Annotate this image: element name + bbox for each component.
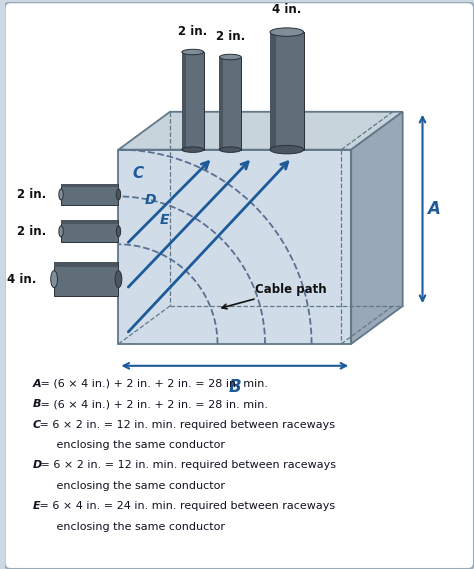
Polygon shape [118, 112, 403, 150]
Polygon shape [61, 184, 118, 187]
Text: Cable path: Cable path [222, 283, 327, 309]
Polygon shape [270, 32, 276, 150]
Text: 2 in.: 2 in. [216, 30, 245, 43]
Polygon shape [61, 220, 118, 242]
Polygon shape [61, 184, 118, 205]
Text: 4 in.: 4 in. [7, 273, 36, 286]
Text: E: E [160, 213, 170, 228]
Ellipse shape [115, 271, 122, 287]
Ellipse shape [182, 147, 204, 152]
Polygon shape [351, 112, 403, 344]
Polygon shape [61, 220, 118, 224]
Text: 2 in.: 2 in. [178, 25, 207, 38]
Text: D: D [32, 460, 42, 471]
Text: 2 in.: 2 in. [17, 225, 46, 238]
Text: B: B [228, 378, 241, 396]
Ellipse shape [59, 189, 63, 200]
Polygon shape [182, 52, 204, 150]
Polygon shape [54, 262, 118, 267]
Ellipse shape [182, 50, 204, 55]
Polygon shape [270, 32, 304, 150]
Ellipse shape [51, 271, 57, 287]
Text: 2 in.: 2 in. [17, 188, 46, 201]
Text: = (6 × 4 in.) + 2 in. + 2 in. = 28 in. min.: = (6 × 4 in.) + 2 in. + 2 in. = 28 in. m… [36, 399, 267, 409]
Text: C: C [32, 419, 40, 430]
Polygon shape [54, 262, 118, 296]
Polygon shape [182, 52, 186, 150]
FancyBboxPatch shape [5, 2, 474, 569]
Text: enclosing the same conductor: enclosing the same conductor [32, 440, 225, 450]
Ellipse shape [270, 146, 304, 154]
Text: D: D [144, 193, 156, 208]
Ellipse shape [270, 28, 304, 36]
Text: B: B [32, 399, 41, 409]
Ellipse shape [116, 189, 121, 200]
Text: = 6 × 4 in. = 24 in. min. required between raceways: = 6 × 4 in. = 24 in. min. required betwe… [36, 501, 335, 512]
Text: E: E [32, 501, 40, 512]
Text: enclosing the same conductor: enclosing the same conductor [32, 481, 225, 491]
Text: enclosing the same conductor: enclosing the same conductor [32, 522, 225, 531]
Text: A: A [428, 200, 440, 218]
Ellipse shape [219, 147, 241, 152]
Polygon shape [219, 57, 241, 150]
Text: C: C [132, 166, 144, 180]
Polygon shape [118, 150, 351, 344]
Ellipse shape [59, 226, 63, 237]
Text: 4 in.: 4 in. [272, 3, 301, 16]
Text: A: A [32, 379, 41, 389]
Text: = 6 × 2 in. = 12 in. min. required between raceways: = 6 × 2 in. = 12 in. min. required betwe… [37, 460, 336, 471]
Ellipse shape [116, 226, 121, 237]
Polygon shape [219, 57, 223, 150]
Text: = 6 × 2 in. = 12 in. min. required between raceways: = 6 × 2 in. = 12 in. min. required betwe… [36, 419, 335, 430]
Ellipse shape [219, 54, 241, 60]
Text: = (6 × 4 in.) + 2 in. + 2 in. = 28 in. min.: = (6 × 4 in.) + 2 in. + 2 in. = 28 in. m… [36, 379, 268, 389]
